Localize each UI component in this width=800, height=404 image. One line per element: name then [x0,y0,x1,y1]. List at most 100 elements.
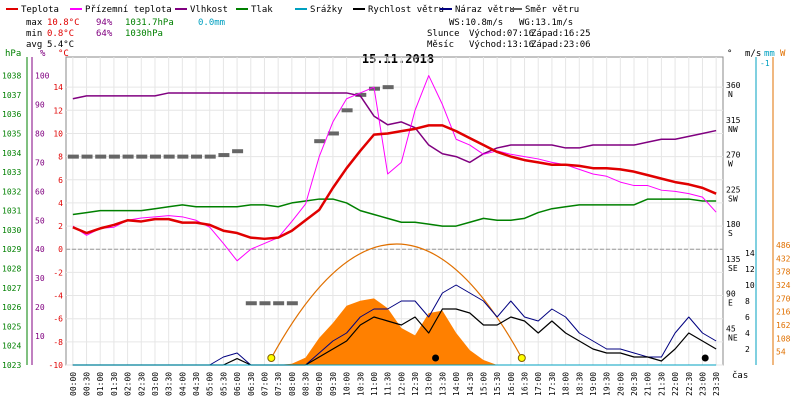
moonrise-marker [432,354,440,362]
axis-unit-temperature: °C [58,49,69,59]
tick-dir-deg-0: 45 [726,324,736,333]
x-tick-40: 20:00 [616,372,625,396]
dir-mark-11 [218,153,230,158]
tick-temp-2: -6 [53,315,63,324]
tick-dir-deg-7: 360 [726,81,741,90]
tick-solar-4: 270 [776,294,791,303]
legend-label-7: Směr větru [525,5,579,15]
legend-label-2: Vlhkost [190,5,228,15]
tick-temp-3: -4 [53,292,63,301]
tick-dir-name-4: SW [728,194,738,203]
dir-mark-6 [149,154,161,159]
tick-humidity-1: 20 [35,303,45,312]
x-tick-9: 04:30 [192,372,201,396]
x-tick-38: 19:00 [589,372,598,396]
tick-solar-5: 324 [776,281,791,290]
tick-temp-0: -10 [49,361,64,370]
stats-min-hum: 64% [96,29,113,39]
tick-pressure-4: 1027 [2,284,21,293]
legend-label-1: Přízemní teplota [85,5,172,15]
tick-pressure-13: 1036 [2,110,21,119]
chart-title: 15.11.2018 [362,52,434,66]
tick-dir-deg-2: 135 [726,255,741,264]
x-tick-15: 07:30 [274,372,283,396]
tick-pressure-0: 1023 [2,361,21,370]
sun-label: Slunce [427,29,460,39]
tick-dir-name-1: E [728,299,733,308]
tick-humidity-5: 60 [35,187,45,196]
tick-pressure-15: 1038 [2,72,21,81]
tick-humidity-2: 30 [35,274,45,283]
x-tick-26: 13:00 [425,372,434,396]
sun-rise: Východ:07:16 [469,29,534,39]
dir-mark-4 [122,154,134,159]
tick-humidity-6: 70 [35,158,45,167]
plot-area [67,75,717,366]
x-tick-1: 00:30 [83,372,92,396]
x-tick-2: 01:00 [96,372,105,396]
dir-mark-3 [108,154,120,159]
stats-block: max 10.8°C 94% 1031.7hPa 0.0mm min 0.8°C… [26,18,591,50]
x-tick-46: 23:00 [698,372,707,396]
dir-mark-0 [67,154,79,159]
legend: Teplota Přízemní teplota Vlhkost Tlak Srážky… [6,5,579,15]
x-tick-18: 09:00 [315,372,324,396]
dir-mark-8 [177,154,189,159]
x-tick-8: 04:00 [178,372,187,396]
dir-mark-10 [204,154,216,159]
tick-temp-7: 4 [58,199,63,208]
dir-mark-5 [136,154,148,159]
x-tick-43: 21:30 [657,372,666,396]
x-tick-0: 00:00 [69,372,78,396]
stats-ws: WS:10.8m/s [449,18,503,28]
tick-dir-deg-5: 270 [726,151,741,160]
x-axis-title: čas [732,370,748,381]
sunrise-marker [267,354,276,362]
x-tick-4: 02:00 [124,372,133,396]
tick-wind-2: 6 [745,313,750,322]
stats-max-rain: 0.0mm [198,18,225,28]
x-tick-17: 08:30 [302,372,311,396]
sun-set: Západ:16:25 [531,29,591,39]
tick-wind-3: 8 [745,297,750,306]
x-tick-14: 07:00 [260,372,269,396]
stats-avg-temp: 5.4°C [47,40,74,50]
x-tick-31: 15:30 [493,372,502,396]
legend-label-4: Srážky [310,5,343,15]
dir-mark-14 [259,301,271,306]
stats-wg: WG:13.1m/s [519,18,573,28]
tick-solar-8: 486 [776,241,791,250]
tick-humidity-8: 90 [35,101,45,110]
x-tick-42: 21:00 [644,372,653,396]
x-tick-23: 11:30 [384,372,393,396]
stats-max-press: 1031.7hPa [125,18,174,28]
series-line-vlhkost [72,92,717,164]
x-tick-41: 20:30 [630,372,639,396]
sunset-marker [517,354,526,362]
dir-mark-2 [95,154,107,159]
x-tick-5: 02:30 [137,372,146,396]
x-tick-21: 10:30 [356,372,365,396]
x-tick-10: 05:00 [206,372,215,396]
tick-temp-10: 10 [53,129,63,138]
x-tick-19: 09:30 [329,372,338,396]
x-tick-34: 17:00 [534,372,543,396]
axis-unit-solar: W [780,49,786,59]
x-tick-37: 18:30 [575,372,584,396]
dir-mark-9 [191,154,203,159]
moon-set: Západ:23:06 [531,40,591,50]
moon-label: Měsíc [427,40,454,50]
axis-unit-pressure: hPa [5,49,21,59]
stats-max-temp: 10.8°C [47,18,80,28]
tick-pressure-6: 1029 [2,245,21,254]
tick-wind-6: 14 [745,249,755,258]
x-tick-25: 12:30 [411,372,420,396]
x-tick-24: 12:00 [397,372,406,396]
tick-wind-0: 2 [745,345,750,354]
x-tick-33: 16:30 [521,372,530,396]
tick-humidity-9: 100 [35,72,50,81]
x-tick-12: 06:00 [233,372,242,396]
tick-temp-11: 12 [53,106,63,115]
tick-dir-name-6: NW [728,125,738,134]
tick-pressure-5: 1028 [2,265,21,274]
